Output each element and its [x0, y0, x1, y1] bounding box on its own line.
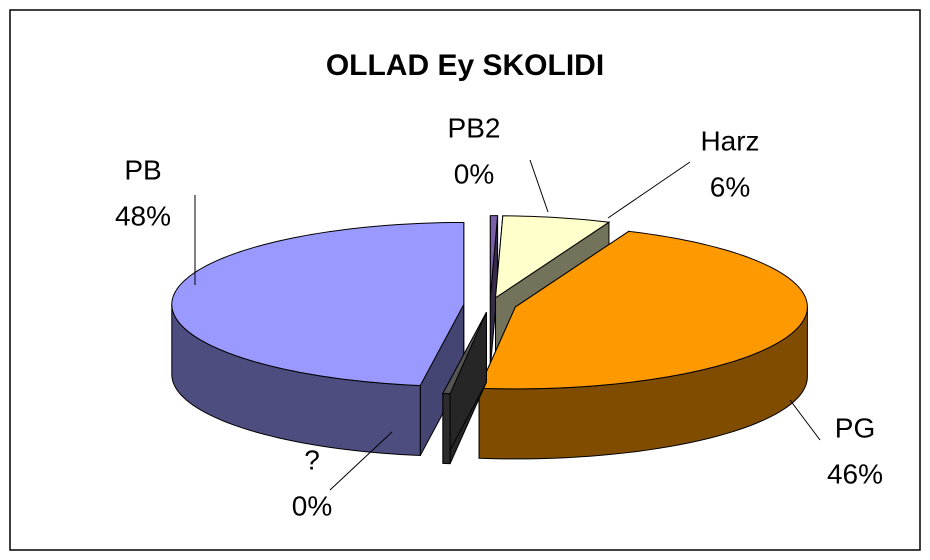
slice-group [442, 312, 487, 465]
leader-line [607, 161, 691, 219]
slice-side [442, 392, 451, 465]
slice [494, 215, 611, 299]
slice-value-label: 0% [454, 158, 494, 189]
leader-line [329, 431, 393, 491]
slice [489, 215, 499, 298]
chart-title: OLLAD Ey SKOLIDI [326, 49, 604, 82]
slice [442, 312, 487, 395]
slice [478, 230, 808, 390]
slice-label: PG [835, 412, 875, 443]
slice-group [478, 230, 808, 460]
slice-value-label: 0% [292, 490, 332, 521]
slice-label: PB [124, 154, 161, 185]
slice-value-label: 6% [710, 171, 750, 202]
leader-line [529, 159, 549, 213]
slice-value-label: 46% [827, 458, 883, 489]
slice-label: Harz [700, 125, 759, 156]
slice-group [489, 215, 499, 368]
slice-group [171, 221, 465, 457]
slice-label: PB2 [448, 112, 501, 143]
leader-line [789, 399, 821, 441]
slice-label: ? [304, 444, 320, 475]
slice [171, 221, 465, 387]
slice-value-label: 48% [115, 200, 171, 231]
